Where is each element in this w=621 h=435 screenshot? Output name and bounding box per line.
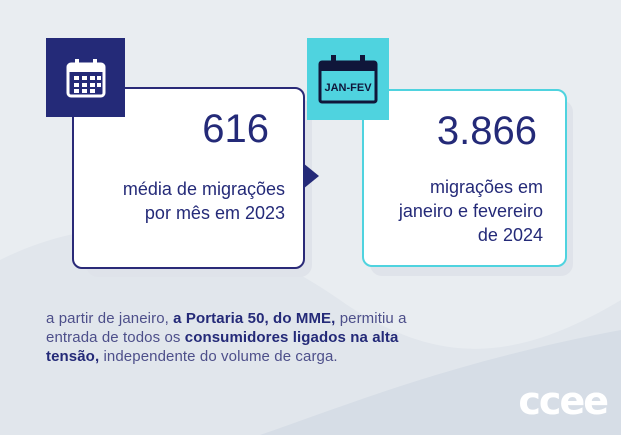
stat-value: 616 <box>202 107 269 151</box>
stat-description-line: por mês em 2023 <box>144 203 285 223</box>
stat-description-line: janeiro e fevereiro <box>398 201 543 221</box>
stat-description-line: média de migrações <box>122 179 285 199</box>
arrow-right-icon <box>303 163 319 189</box>
footer-highlight: a Portaria 50, do MME, <box>173 310 336 327</box>
stat-description: migrações em janeiro e fevereiro de 2024 <box>399 175 543 247</box>
stat-card-2023: 616 média de migrações por mês em 2023 <box>72 87 305 269</box>
stat-description-line: migrações em <box>429 177 543 197</box>
stat-card-2024: 3.866 migrações em janeiro e fevereiro d… <box>362 89 567 267</box>
stat-description: média de migrações por mês em 2023 <box>123 177 285 225</box>
calendar-icon: JAN-FEV <box>318 55 378 104</box>
stat-value: 3.866 <box>436 109 537 153</box>
calendar-icon <box>66 58 105 97</box>
footer-text: permitiu a entrada de todos os <box>46 310 407 346</box>
calendar-icon-box <box>46 38 125 117</box>
footer-text: a partir de janeiro, <box>46 310 174 327</box>
calendar-icon-box: JAN-FEV <box>307 38 389 120</box>
footer-note: a partir de janeiro, a Portaria 50, do M… <box>46 309 416 366</box>
ccee-logo: ccee <box>518 379 609 423</box>
stat-description-line: de 2024 <box>477 225 543 245</box>
footer-highlight: consumidores ligados na alta tensão, <box>46 329 399 365</box>
footer-text: independente do volume de carga. <box>99 348 338 365</box>
calendar-icon-label: JAN-FEV <box>324 82 372 94</box>
